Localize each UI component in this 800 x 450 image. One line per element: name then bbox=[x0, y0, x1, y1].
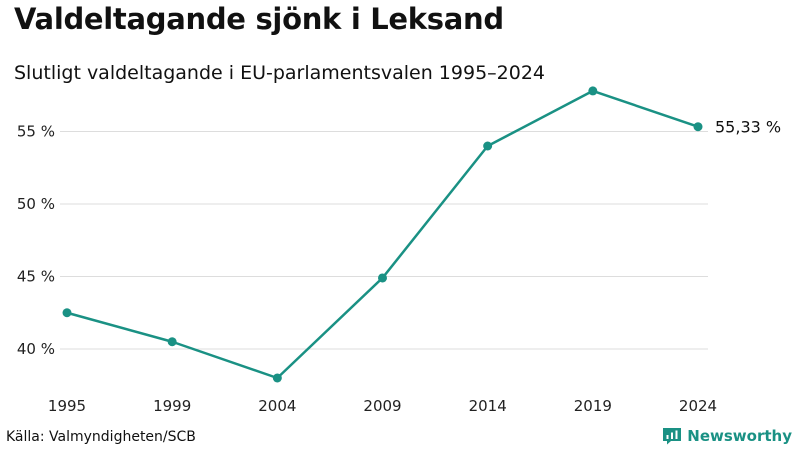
y-tick-label: 55 % bbox=[17, 123, 55, 141]
data-point bbox=[693, 122, 703, 132]
data-point bbox=[483, 141, 493, 151]
x-tick-label: 1995 bbox=[48, 397, 86, 415]
y-tick-label: 40 % bbox=[17, 340, 55, 358]
data-point bbox=[167, 337, 177, 347]
brand-name: Newsworthy bbox=[687, 427, 792, 445]
chart-title: Valdeltagande sjönk i Leksand bbox=[14, 2, 504, 36]
x-tick-label: 2004 bbox=[258, 397, 296, 415]
source-note: Källa: Valmyndigheten/SCB bbox=[6, 429, 196, 445]
brand-logo[interactable]: Newsworthy bbox=[662, 427, 792, 445]
x-tick-label: 2024 bbox=[679, 397, 717, 415]
data-point bbox=[378, 273, 387, 283]
data-label: 55,33 % bbox=[715, 118, 781, 137]
x-tick-label: 1999 bbox=[153, 397, 191, 415]
data-point bbox=[272, 373, 282, 383]
y-tick-label: 50 % bbox=[17, 195, 55, 213]
x-tick-label: 2009 bbox=[363, 397, 401, 415]
x-tick-label: 2019 bbox=[574, 397, 612, 415]
series-line bbox=[65, 89, 700, 380]
newsworthy-logo-icon bbox=[663, 428, 682, 445]
data-point bbox=[62, 308, 72, 318]
y-tick-label: 45 % bbox=[17, 268, 55, 286]
x-tick-label: 2014 bbox=[469, 397, 507, 415]
data-point bbox=[588, 86, 598, 96]
chart-subtitle: Slutligt valdeltagande i EU-parlamentsva… bbox=[14, 62, 546, 84]
